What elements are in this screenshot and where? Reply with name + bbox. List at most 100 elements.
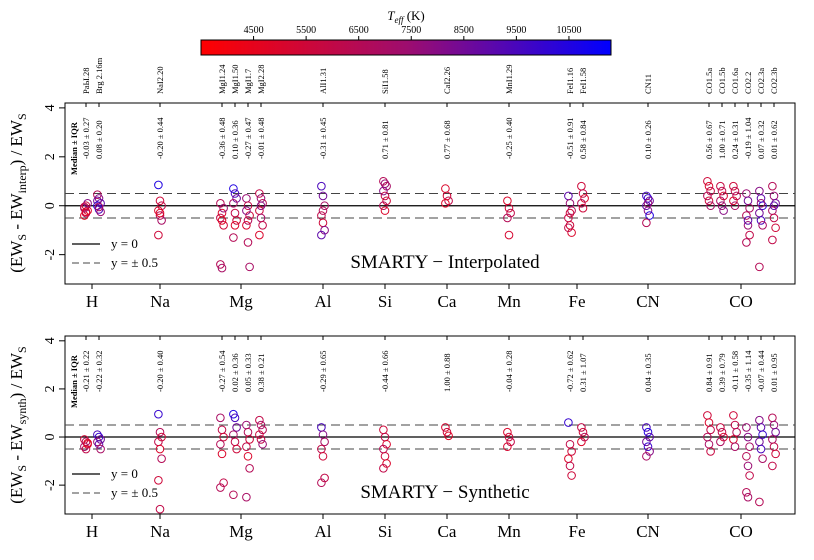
data-point (94, 439, 104, 449)
group-label: Mn (497, 292, 521, 311)
data-point (743, 432, 753, 442)
data-point (379, 463, 388, 473)
data-point (157, 454, 166, 463)
data-point (755, 437, 764, 447)
group-label: Ca (438, 292, 457, 311)
data-point (768, 235, 777, 245)
data-point (730, 201, 740, 211)
data-point (318, 218, 328, 228)
data-point (255, 415, 264, 425)
group-label: CO (729, 292, 753, 311)
data-point (745, 230, 754, 240)
colorbar-tick-label: 10500 (556, 25, 581, 36)
stat-label: 0.05 ± 0.33 (243, 353, 253, 392)
legend-dashed-label: y = ± 0.5 (111, 485, 158, 500)
data-point (245, 463, 254, 473)
data-point (255, 230, 264, 240)
data-point (716, 437, 725, 447)
data-point (216, 198, 225, 208)
data-point (230, 208, 240, 218)
data-point (155, 427, 165, 437)
data-point (216, 413, 225, 423)
panel-title: SMARTY − Interpolated (350, 252, 540, 273)
data-point (258, 425, 267, 435)
line-label: MnI1.29 (504, 64, 514, 94)
panel-synthetic: -2 0 2 4 (EWS - EWsynth) / EWS H Na Mg Al Si Ca Mn F… (7, 335, 796, 541)
data-point (758, 220, 767, 230)
stat-label: -0.01 ± 0.48 (256, 118, 266, 160)
y-tick-label: 2 (43, 385, 58, 392)
data-point (242, 492, 251, 502)
data-point (229, 184, 238, 193)
data-point (93, 196, 102, 206)
data-point (217, 425, 227, 435)
data-point (642, 451, 651, 461)
data-point (243, 451, 253, 461)
data-point (441, 184, 450, 193)
line-label: FeI1.16 (565, 68, 575, 94)
data-point (320, 201, 329, 211)
line-label: Brg 2.16m (94, 57, 104, 94)
data-point (232, 444, 241, 454)
stat-label: 0.77 ± 0.68 (442, 120, 452, 159)
data-point (732, 427, 741, 437)
y-tick-label: 4 (43, 337, 58, 344)
stat-label: -0.19 ± 1.04 (743, 117, 753, 159)
data-point (771, 223, 780, 233)
data-point (758, 201, 767, 211)
data-point (564, 454, 573, 463)
data-point (229, 490, 238, 500)
data-point (730, 186, 740, 196)
data-point (96, 207, 105, 217)
data-point (771, 427, 780, 437)
stat-label: -0.27 ± 0.47 (243, 118, 253, 160)
data-point (768, 413, 777, 423)
data-point (742, 488, 751, 497)
data-point (317, 181, 326, 191)
data-point (230, 220, 240, 230)
data-point (758, 430, 767, 439)
data-point (81, 201, 91, 211)
group-label: Mg (229, 522, 253, 541)
data-point (155, 196, 165, 206)
group-label: Na (150, 522, 170, 541)
data-point (729, 196, 738, 206)
data-point (256, 201, 266, 211)
stats-header: Median ± IQR (69, 354, 79, 408)
data-point (706, 425, 715, 435)
data-point (768, 181, 777, 191)
data-point (645, 211, 654, 220)
data-point (219, 478, 228, 488)
data-point (743, 216, 753, 225)
data-point (217, 216, 227, 225)
stat-label: -0.04 ± 0.28 (504, 351, 514, 393)
line-label: AlI1.31 (318, 68, 328, 94)
data-point (242, 206, 251, 215)
colorbar-bar (200, 39, 612, 56)
data-point (219, 220, 228, 230)
data-point (578, 203, 588, 213)
data-point (717, 186, 727, 196)
legend-solid-label: y = 0 (111, 236, 138, 251)
data-point (94, 205, 104, 214)
data-point (704, 439, 714, 449)
group-label: Fe (569, 292, 586, 311)
colorbar: Teff (K) 4500 5500 6500 7500 8500 9500 10500 (200, 8, 612, 56)
data-point (768, 461, 777, 471)
data-point (245, 435, 254, 444)
data-point (729, 411, 738, 420)
group-label: Mn (497, 522, 521, 541)
line-label: MgI1.7 (243, 69, 253, 94)
data-point (245, 262, 254, 272)
data-point (745, 471, 754, 480)
data-point (243, 201, 253, 211)
data-point (730, 442, 740, 451)
group-label: H (86, 522, 98, 541)
data-point (643, 198, 653, 208)
data-point (229, 233, 238, 242)
data-point (317, 230, 326, 240)
data-point (756, 444, 766, 454)
colorbar-ticks: 4500 5500 6500 7500 8500 9500 10500 (244, 25, 581, 40)
data-point (217, 263, 227, 273)
data-point (503, 427, 512, 437)
